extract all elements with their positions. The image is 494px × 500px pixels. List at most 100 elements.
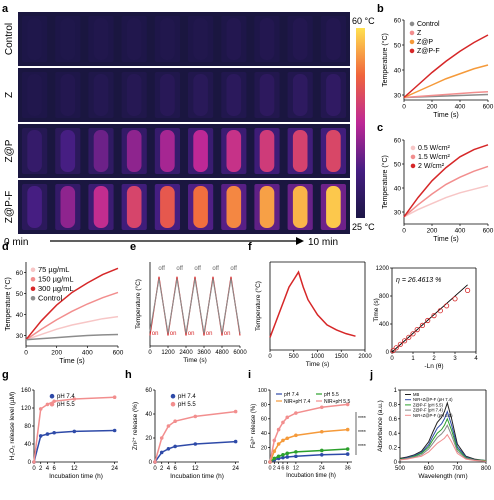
- y-axis-label: Zn²⁺ release (%): [132, 402, 139, 450]
- y-tick-label: 0: [28, 460, 32, 466]
- legend-label: pH 5.5: [324, 392, 339, 398]
- x-tick-label: 24: [232, 466, 239, 472]
- series-line: [399, 417, 487, 462]
- series-line: [154, 410, 236, 463]
- legend-label: pH 7.4: [57, 394, 75, 400]
- scatter-point: [437, 308, 443, 314]
- data-point: [173, 444, 177, 449]
- x-tick-label: 12: [293, 466, 299, 472]
- thermal-tube: [326, 74, 341, 116]
- data-point: [166, 424, 171, 428]
- y-axis-label: Fe³⁺ release (%): [250, 404, 257, 449]
- data-point: [345, 402, 350, 407]
- scatter-point: [431, 312, 437, 319]
- significance-label: ****: [358, 444, 366, 450]
- data-point: [32, 460, 36, 464]
- x-axis-label: Time (s): [433, 236, 458, 243]
- data-point: [345, 452, 350, 456]
- x-tick-label: 4: [474, 356, 478, 362]
- y-tick-label: 50: [394, 42, 402, 49]
- thermal-tube: [60, 130, 76, 172]
- y-tick-label: 120: [21, 406, 32, 412]
- legend-marker: [30, 295, 36, 301]
- series-line: [25, 291, 119, 341]
- thermal-tube: [292, 74, 308, 116]
- thermal-tube: [93, 186, 109, 228]
- x-tick-label: 24: [319, 466, 325, 472]
- chart-e: 0 1200 2400 3600 4800 6000 Time (s) Temperature…: [134, 262, 247, 364]
- x-tick-label: 400: [455, 104, 466, 111]
- off-label: off: [158, 266, 165, 272]
- legend-marker: [409, 21, 415, 27]
- y-axis-label: Temperature (°C): [381, 33, 389, 87]
- legend-marker: [30, 276, 36, 282]
- x-tick-label: 12: [192, 466, 199, 472]
- scatter-point: [414, 326, 420, 333]
- y-axis-label: Temperature (°C): [4, 277, 12, 331]
- x-tick-label: 600: [424, 466, 435, 472]
- thermal-tube: [126, 18, 142, 60]
- y-tick-label: 0: [264, 460, 267, 466]
- legend-label: NIR+Z@P-F (pH 5.5): [413, 413, 453, 418]
- row-label: Z@P-F: [4, 191, 15, 223]
- x-tick-label: 4: [277, 466, 280, 472]
- thermal-tube: [27, 130, 42, 172]
- series-line: [403, 184, 489, 218]
- on-label: on: [170, 331, 177, 337]
- legend-marker: [409, 48, 415, 54]
- series-line: [399, 433, 487, 462]
- legend-label: 300 µg/mL: [38, 284, 74, 293]
- y-tick-label: 30: [16, 333, 24, 340]
- data-point: [319, 405, 324, 410]
- thermal-tube: [226, 18, 242, 60]
- y-tick-label: 1: [394, 388, 398, 394]
- legend-marker: [49, 393, 55, 399]
- x-tick-label: 2: [160, 466, 164, 472]
- thermal-tube: [126, 186, 142, 228]
- x-tick-label: 2: [432, 356, 436, 362]
- y-tick-label: 0.6: [389, 417, 398, 423]
- colorbar: [356, 28, 365, 218]
- thermal-tube: [60, 18, 76, 60]
- off-label: off: [194, 266, 201, 272]
- legend-label: MB: [413, 392, 419, 397]
- x-tick-label: 2000: [358, 354, 372, 360]
- thermal-tube: [226, 74, 242, 116]
- legend-label: 1.5 W/cm²: [418, 154, 451, 161]
- data-point: [159, 450, 164, 455]
- legend-label: 0.5 W/cm²: [418, 145, 451, 152]
- x-tick-label: 0: [153, 466, 157, 472]
- data-point: [268, 460, 272, 464]
- legend-label: Z@P-F: [417, 48, 440, 55]
- y-tick-label: 20: [261, 446, 267, 452]
- on-label: on: [206, 331, 213, 337]
- data-point: [38, 407, 43, 411]
- y-axis-label: Temperature (°C): [254, 281, 262, 331]
- scatter-point: [464, 287, 471, 293]
- series-line: [149, 278, 241, 334]
- legend-label: pH 7.4: [178, 394, 196, 400]
- off-label: off: [176, 266, 183, 272]
- x-tick-label: 4: [46, 466, 50, 472]
- x-tick-label: 4800: [215, 350, 229, 356]
- x-tick-label: 700: [452, 466, 463, 472]
- thermal-tube: [326, 18, 341, 60]
- x-tick-label: 3: [453, 356, 457, 362]
- row-label: Control: [4, 23, 15, 55]
- legend-label: Z@P-F (pH 7.4): [413, 408, 443, 413]
- time-start-label: 0 min: [4, 237, 28, 248]
- legend-label: NIR+pH 7.4: [284, 399, 310, 405]
- panel-letter-c: c: [377, 122, 383, 134]
- data-point: [159, 436, 164, 440]
- panel-letter-h: h: [125, 369, 132, 381]
- row-label: Z: [4, 92, 15, 98]
- y-tick-label: 40: [394, 67, 402, 74]
- data-point: [166, 447, 171, 451]
- series-line: [399, 410, 487, 462]
- legend-marker: [49, 401, 55, 407]
- series-line: [25, 267, 119, 341]
- colorbar-bottom-label: 25 °C: [352, 222, 375, 232]
- data-point: [276, 442, 281, 446]
- x-tick-label: 1000: [311, 354, 325, 360]
